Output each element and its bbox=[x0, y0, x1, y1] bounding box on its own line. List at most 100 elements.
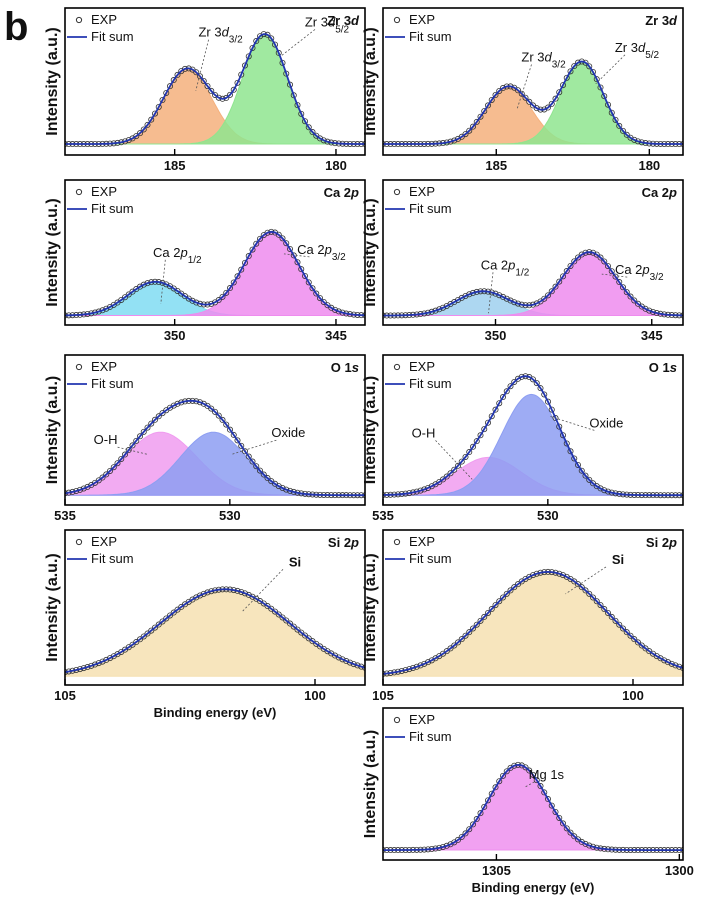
panel-title: Zr 3d bbox=[327, 13, 360, 28]
exp-point bbox=[443, 302, 450, 309]
exp-point bbox=[556, 278, 563, 285]
exp-point bbox=[211, 408, 218, 415]
exp-point bbox=[499, 594, 506, 601]
peak-label: Mg 1s bbox=[529, 767, 565, 782]
fit-sum bbox=[65, 399, 365, 497]
legend-label: Fit sum bbox=[409, 201, 452, 216]
exp-point bbox=[642, 305, 649, 312]
exp-point bbox=[245, 53, 252, 60]
exp-point bbox=[515, 87, 522, 94]
x-tick-label: 180 bbox=[638, 158, 660, 173]
exp-point bbox=[511, 584, 518, 591]
peak-label: Ca 2p1/2 bbox=[481, 257, 530, 278]
peak-label-part: Ca 2 bbox=[297, 242, 324, 257]
exp-point bbox=[507, 383, 514, 390]
legend-label: EXP bbox=[409, 184, 435, 199]
annotation-leader bbox=[242, 569, 284, 612]
exp-point bbox=[458, 458, 465, 465]
exp-point bbox=[477, 810, 484, 817]
exp-point bbox=[253, 463, 260, 470]
exp-point bbox=[331, 306, 338, 313]
peak-label: Ca 2p3/2 bbox=[615, 262, 664, 283]
annotation-leader bbox=[565, 566, 607, 595]
exp-point bbox=[462, 292, 469, 299]
exp-point bbox=[144, 424, 151, 431]
exp-point bbox=[283, 486, 290, 493]
y-axis-label: Intensity (a.u.) bbox=[44, 553, 61, 661]
exp-point bbox=[451, 466, 458, 473]
exp-point bbox=[343, 658, 350, 665]
x-tick-label: 345 bbox=[325, 328, 347, 343]
exp-point bbox=[99, 658, 106, 665]
exp-point bbox=[623, 131, 630, 138]
exp-point bbox=[533, 777, 540, 784]
exp-point bbox=[211, 91, 218, 98]
exp-point bbox=[530, 376, 537, 383]
exp-point bbox=[507, 297, 514, 304]
exp-point bbox=[601, 487, 608, 494]
exp-point bbox=[605, 101, 612, 108]
legend-label: EXP bbox=[91, 359, 117, 374]
x-axis-label: Binding energy (eV) bbox=[472, 880, 595, 895]
exp-point bbox=[548, 100, 555, 107]
exp-point bbox=[582, 472, 589, 479]
axes-frame bbox=[382, 7, 684, 156]
exp-point bbox=[298, 266, 305, 273]
exp-point bbox=[103, 305, 110, 312]
exp-point bbox=[488, 96, 495, 103]
exp-point bbox=[631, 297, 638, 304]
exp-point bbox=[477, 432, 484, 439]
exp-point bbox=[623, 629, 630, 636]
peak-component bbox=[383, 571, 683, 677]
exp-point bbox=[226, 91, 233, 98]
exp-point bbox=[526, 98, 533, 105]
exp-point bbox=[107, 467, 114, 474]
exp-point bbox=[428, 483, 435, 490]
exp-point bbox=[268, 605, 275, 612]
exp-point bbox=[484, 102, 491, 109]
plot-area bbox=[65, 397, 365, 499]
peak-label-part: 3/2 bbox=[650, 272, 664, 283]
axes-frame bbox=[64, 529, 366, 686]
exp-point bbox=[140, 633, 147, 640]
exp-point bbox=[245, 453, 252, 460]
annotation-leader bbox=[525, 781, 535, 788]
x-tick-label: 350 bbox=[164, 328, 186, 343]
exp-point bbox=[159, 97, 166, 104]
exp-point bbox=[590, 594, 597, 601]
panel-title: O 1s bbox=[649, 360, 677, 375]
peak-label: Oxide bbox=[589, 415, 623, 430]
exp-point bbox=[253, 240, 260, 247]
exp-point bbox=[571, 833, 578, 840]
exp-point bbox=[196, 592, 203, 599]
peak-label-part: d bbox=[328, 14, 336, 29]
exp-point bbox=[612, 116, 619, 123]
peak-label-part: Zr 3 bbox=[198, 25, 221, 40]
exp-point bbox=[605, 263, 612, 270]
exp-point bbox=[275, 483, 282, 490]
exp-point bbox=[582, 587, 589, 594]
peak-label-part: d bbox=[222, 25, 230, 40]
annotation-leader bbox=[595, 54, 626, 85]
exp-point bbox=[103, 656, 110, 663]
panel-title: Si 2p bbox=[328, 535, 359, 550]
exp-point bbox=[454, 462, 461, 469]
exp-point bbox=[320, 298, 327, 305]
peak-label: O-H bbox=[94, 432, 118, 447]
exp-point bbox=[635, 639, 642, 646]
exp-point bbox=[608, 613, 615, 620]
exp-point bbox=[271, 41, 278, 48]
annotation-leader bbox=[195, 39, 209, 91]
exp-point bbox=[492, 602, 499, 609]
exp-point bbox=[560, 572, 567, 579]
peak-label-part: Oxide bbox=[589, 415, 623, 430]
panel-title-part: d bbox=[669, 13, 678, 28]
exp-point bbox=[627, 293, 634, 300]
exp-point bbox=[335, 654, 342, 661]
peak-label-part: 1/2 bbox=[515, 267, 529, 278]
exp-point bbox=[563, 825, 570, 832]
exp-point bbox=[586, 63, 593, 70]
exp-point bbox=[578, 467, 585, 474]
x-tick-label: 530 bbox=[537, 508, 559, 523]
